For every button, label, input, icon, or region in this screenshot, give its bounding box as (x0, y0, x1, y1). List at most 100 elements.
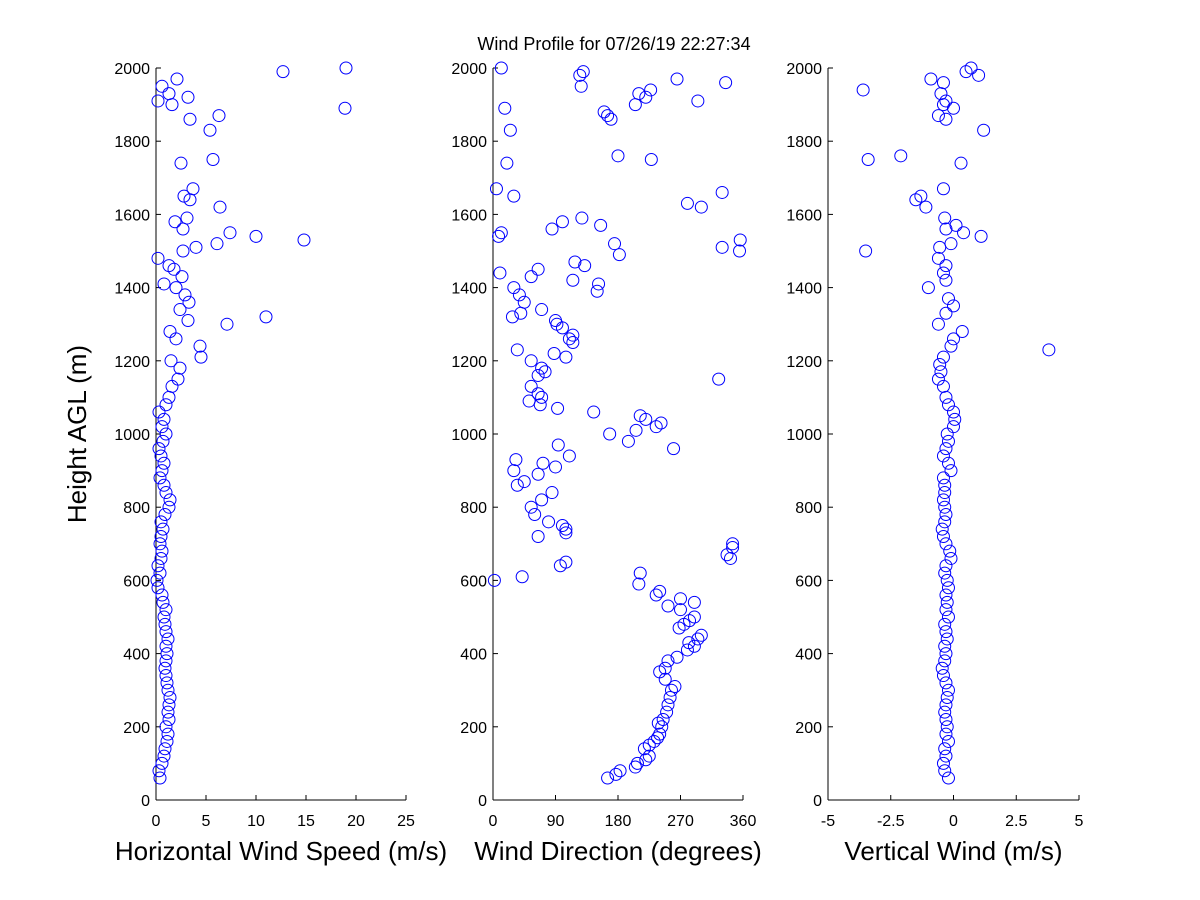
point (174, 156, 188, 170)
x-tick-label: 180 (605, 813, 632, 830)
point (155, 79, 169, 93)
point (535, 390, 549, 404)
point (206, 153, 220, 166)
point (531, 368, 545, 382)
point (542, 515, 556, 529)
point (944, 464, 958, 478)
point (1042, 343, 1056, 357)
point (653, 727, 667, 741)
y-tick-label: 400 (123, 647, 150, 664)
point (894, 149, 908, 163)
point (524, 379, 538, 393)
y-tick-label: 600 (123, 573, 150, 590)
point (161, 683, 175, 697)
point (153, 566, 167, 580)
point (939, 306, 953, 320)
point (939, 508, 953, 522)
point (155, 464, 169, 478)
point (651, 716, 665, 730)
point (856, 83, 870, 97)
point (687, 610, 701, 624)
point (154, 551, 168, 565)
point (608, 237, 622, 251)
point (555, 519, 569, 532)
point (183, 112, 197, 126)
point (159, 669, 173, 683)
point (155, 756, 169, 770)
point (509, 453, 523, 467)
point (171, 372, 185, 386)
point (568, 255, 582, 269)
point (162, 87, 176, 101)
x-axis-label: Horizontal Wind Speed (m/s) (115, 836, 447, 866)
point (210, 237, 224, 251)
point (938, 500, 952, 514)
point (938, 211, 952, 225)
point (654, 416, 668, 430)
point (936, 669, 950, 683)
point (587, 405, 601, 419)
point (154, 529, 168, 543)
point (545, 486, 559, 500)
x-tick-label: 0 (489, 813, 498, 830)
point (938, 617, 952, 631)
y-tick-label: 800 (460, 500, 487, 517)
point (674, 592, 687, 606)
y-tick-label: 0 (813, 793, 822, 810)
point (510, 343, 524, 357)
point (642, 738, 656, 752)
point (642, 749, 656, 763)
x-tick-label: 20 (347, 813, 365, 830)
point (159, 625, 173, 639)
point (939, 442, 953, 456)
point (939, 94, 953, 108)
point (931, 317, 945, 331)
point (941, 771, 955, 785)
point (160, 734, 174, 748)
y-tick-label: 1200 (786, 354, 822, 371)
point (157, 478, 171, 492)
point (576, 65, 590, 79)
point (639, 753, 653, 767)
point (611, 149, 625, 163)
point (153, 771, 167, 785)
x-tick-label: 0 (152, 813, 161, 830)
point (161, 705, 175, 719)
point (680, 643, 694, 657)
point (193, 339, 207, 353)
point (498, 101, 512, 115)
y-tick-label: 400 (460, 647, 487, 664)
y-tick-label: 1800 (451, 134, 487, 151)
point (151, 559, 165, 573)
point (938, 478, 952, 492)
point (562, 449, 576, 463)
point (158, 661, 172, 675)
point (170, 72, 184, 86)
point (163, 325, 177, 339)
point (955, 325, 969, 339)
point (661, 599, 675, 613)
point (507, 464, 521, 478)
point (152, 442, 166, 456)
point (158, 617, 172, 631)
point (549, 460, 562, 474)
point (940, 595, 954, 609)
point (660, 705, 674, 719)
point (524, 270, 538, 284)
point (649, 588, 663, 602)
point (609, 767, 623, 781)
y-tick-label: 1000 (786, 427, 822, 444)
y-tick-label: 600 (795, 573, 822, 590)
x-tick-label: 270 (667, 813, 694, 830)
point (162, 698, 176, 712)
point (661, 698, 675, 712)
point (940, 720, 954, 734)
point (604, 112, 618, 126)
point (719, 76, 733, 90)
point (947, 420, 960, 434)
point (494, 61, 508, 75)
point (531, 387, 545, 401)
point (157, 456, 171, 470)
y-tick-label: 200 (460, 720, 487, 737)
